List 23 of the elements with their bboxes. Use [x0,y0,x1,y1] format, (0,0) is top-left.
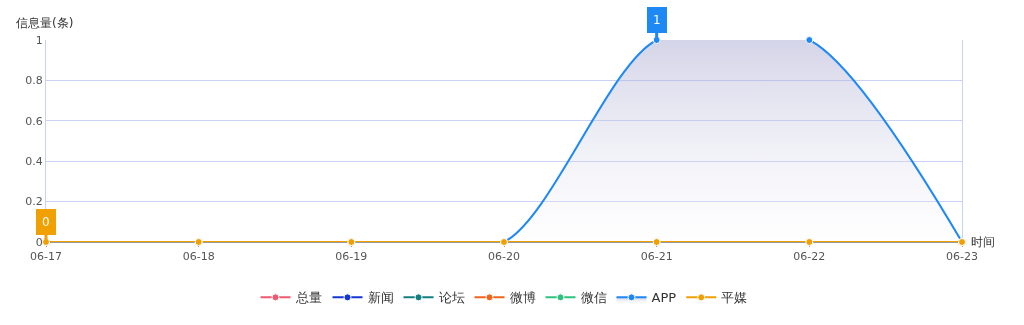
x-tick-label: 06-23 [946,250,978,264]
x-tick-label: 06-21 [640,250,673,264]
y-tick-label: 0.8 [25,74,43,88]
y-tick-label: 0.4 [25,155,43,169]
x-tick-label: 06-20 [488,250,520,264]
legend-label: APP [651,290,677,306]
y-axis-title: 信息量(条) [16,16,74,30]
x-tick-label: 06-22 [793,250,826,264]
x-axis-title: 时间 [971,235,995,249]
legend-label: 平媒 [721,290,748,306]
x-tick-label: 06-18 [182,250,215,264]
y-tick-label: 0.2 [25,195,43,209]
legend-label: 微博 [509,290,536,306]
legend-label: 新闻 [367,290,394,306]
y-tick-label: 1 [35,33,43,47]
y-tick-label: 0 [35,235,43,249]
legend-label: 微信 [580,290,607,306]
annotation: 1 [653,13,661,27]
x-tick-label: 06-19 [335,250,368,264]
y-tick-label: 0.6 [25,114,43,128]
legend-label: 论坛 [438,290,465,306]
x-tick-label: 06-17 [30,250,62,264]
legend-label: 总量 [294,290,322,306]
